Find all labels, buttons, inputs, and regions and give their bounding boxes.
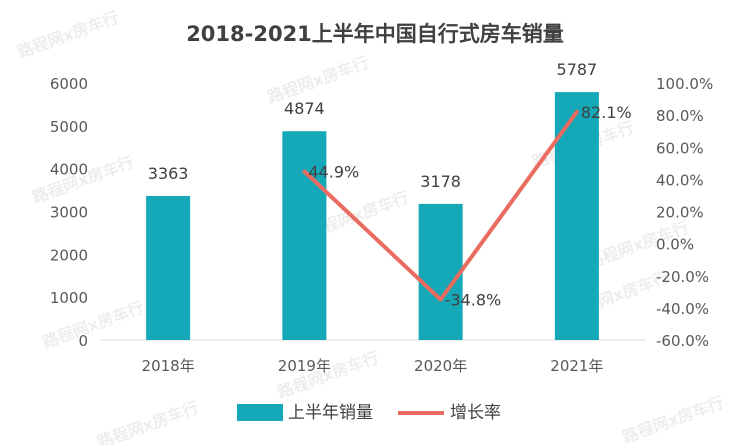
category-label: 2020年: [414, 357, 467, 375]
legend-line-label: 增长率: [450, 403, 501, 423]
left-axis-ticks: 0 1000 2000 3000 4000 5000 6000: [50, 75, 88, 350]
bar: [554, 92, 599, 340]
chart-title: 2018-2021上半年中国自行式房车销量: [186, 22, 564, 46]
line-value-label: 82.1%: [581, 103, 632, 122]
legend-bar-swatch: [237, 404, 283, 421]
bar-data-labels: 3363 4874 3178 5787: [148, 60, 597, 191]
category-label: 2018年: [142, 357, 195, 375]
line-data-labels: 44.9% -34.8% 82.1%: [308, 103, 631, 310]
right-tick-label: -40.0%: [656, 300, 709, 318]
bar-value-label: 4874: [284, 99, 325, 118]
left-tick-label: 5000: [50, 118, 88, 136]
left-tick-label: 2000: [50, 246, 88, 264]
category-labels: 2018年 2019年 2020年 2021年: [142, 357, 604, 375]
right-axis-ticks: -60.0% -40.0% -20.0% 0.0% 20.0% 40.0% 60.0% 80.…: [656, 75, 713, 350]
category-label: 2019年: [278, 357, 331, 375]
right-tick-label: -20.0%: [656, 268, 709, 286]
right-tick-label: 0.0%: [656, 236, 694, 254]
legend: 上半年销量 增长率: [237, 403, 501, 423]
bar: [282, 131, 327, 340]
bar: [146, 195, 191, 340]
right-tick-label: 100.0%: [656, 75, 713, 93]
bar-series: [146, 92, 599, 340]
right-tick-label: 80.0%: [656, 107, 704, 125]
left-tick-label: 6000: [50, 75, 88, 93]
watermark-text: 路程网x房车行: [620, 393, 726, 445]
right-tick-label: -60.0%: [656, 332, 709, 350]
bar-value-label: 3363: [148, 164, 189, 183]
left-tick-label: 0: [78, 332, 88, 350]
watermarks: 路程网x房车行路程网x房车行路程网x房车行路程网x房车行路程网x房车行路程网x房…: [15, 8, 726, 445]
left-tick-label: 4000: [50, 161, 88, 179]
bar: [418, 203, 463, 340]
right-tick-label: 20.0%: [656, 204, 704, 222]
bar-value-label: 5787: [557, 60, 598, 79]
legend-bar-label: 上半年销量: [288, 403, 373, 423]
line-value-label: 44.9%: [308, 163, 359, 182]
right-tick-label: 60.0%: [656, 139, 704, 157]
growth-rate-line: [302, 109, 579, 302]
bar-value-label: 3178: [420, 172, 461, 191]
left-tick-label: 1000: [50, 289, 88, 307]
right-tick-label: 40.0%: [656, 171, 704, 189]
watermark-text: 路程网x房车行: [15, 8, 121, 62]
line-value-label: -34.8%: [445, 291, 502, 310]
left-tick-label: 3000: [50, 204, 88, 222]
category-label: 2021年: [550, 357, 603, 375]
watermark-text: 路程网x房车行: [95, 398, 201, 445]
